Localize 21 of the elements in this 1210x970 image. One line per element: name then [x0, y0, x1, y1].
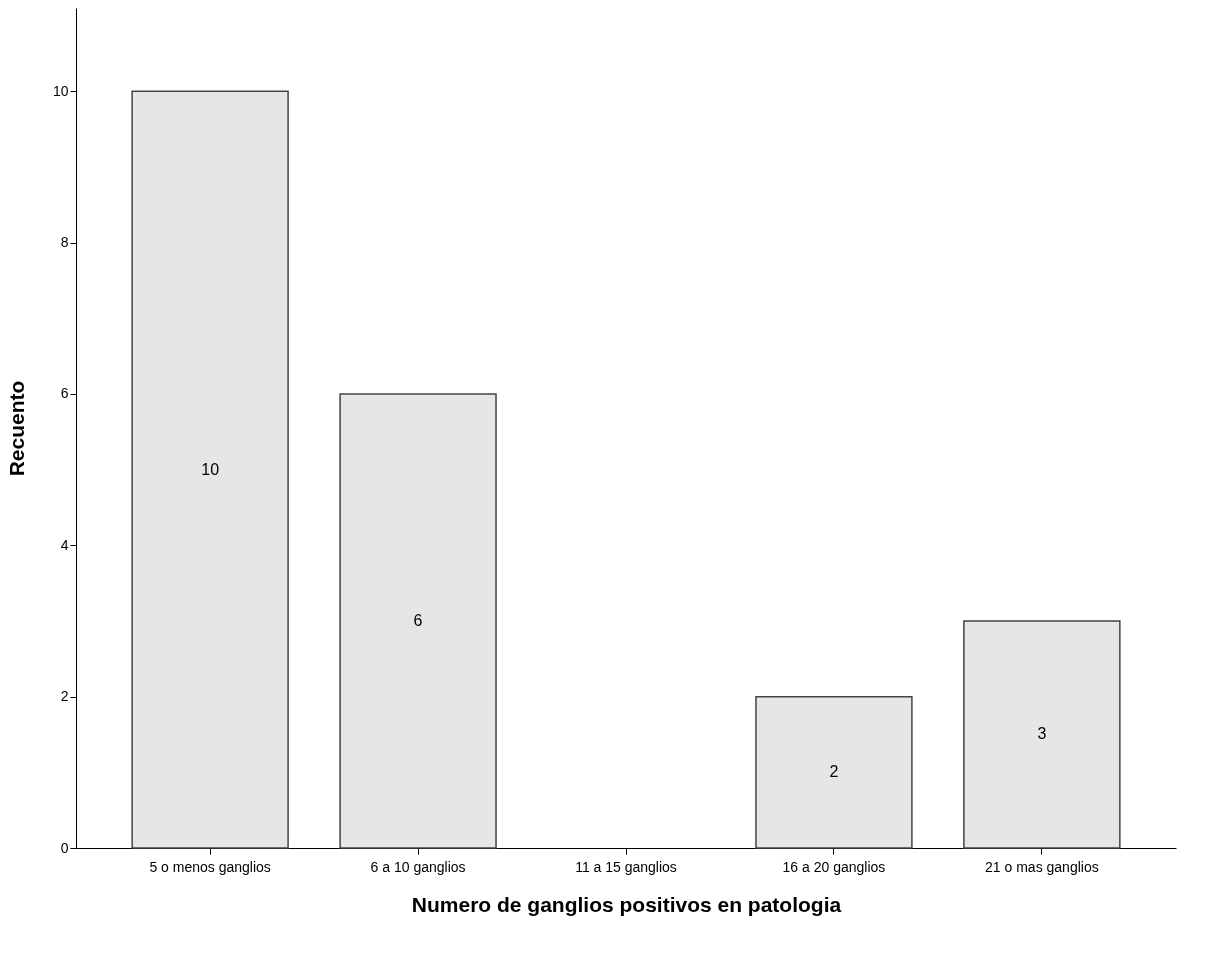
- x-tick-label: 21 o mas ganglios: [985, 858, 1099, 875]
- bar: [963, 620, 1121, 849]
- bar: [339, 393, 497, 849]
- bar: [755, 695, 913, 849]
- x-axis-title: Numero de ganglios positivos en patologia: [411, 892, 842, 916]
- x-tick-label: 11 a 15 ganglios: [575, 858, 677, 875]
- x-tick-label: 5 o menos ganglios: [149, 858, 271, 875]
- data-label: 2: [829, 763, 839, 781]
- data-label: 10: [201, 460, 220, 478]
- y-tick-label: 10: [52, 82, 69, 99]
- y-tick-label: 6: [60, 385, 69, 402]
- data-label: 6: [413, 611, 423, 629]
- x-tick-label: 16 a 20 ganglios: [782, 858, 886, 875]
- y-axis-title: Recuento: [4, 380, 28, 477]
- x-tick-label: 6 a 10 ganglios: [370, 858, 466, 875]
- y-tick-label: 8: [60, 234, 69, 251]
- data-label: 3: [1037, 725, 1047, 743]
- y-tick-label: 4: [60, 536, 69, 553]
- y-tick-label: 2: [60, 688, 69, 705]
- y-tick-label: 0: [60, 839, 69, 856]
- bar: [131, 90, 289, 849]
